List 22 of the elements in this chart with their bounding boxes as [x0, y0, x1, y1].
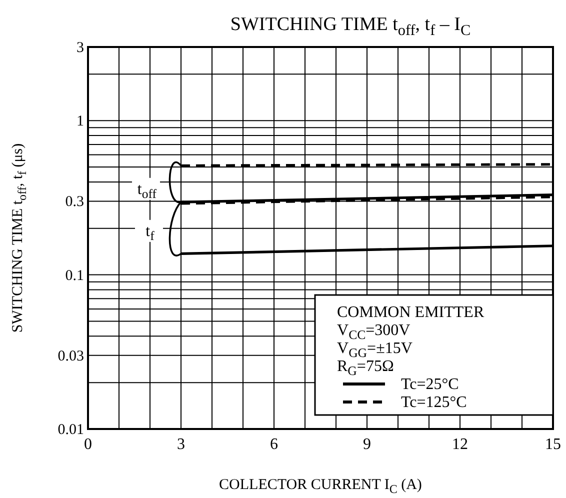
legend-label: Tc=25°C: [401, 376, 459, 393]
y-tick-label: 1: [76, 114, 84, 130]
x-tick-label: 0: [84, 436, 92, 453]
annotation: t$_{off}$: [137, 180, 158, 201]
x-axis-title: COLLECTOR CURRENT I$_{C}$ (A): [219, 477, 422, 496]
y-tick-label: 3: [76, 40, 84, 56]
x-tick-label: 3: [177, 436, 185, 453]
y-tick-label: 0.03: [58, 348, 84, 364]
annotation: V$_{GG}$=±15V: [337, 340, 413, 360]
x-tick-label: 6: [270, 436, 278, 453]
x-tick-label: 9: [363, 436, 371, 453]
annotation: COMMON EMITTER: [337, 304, 484, 321]
annotation: R$_{G}$=75Ω: [337, 358, 394, 378]
annotation: t$_{f}$: [146, 222, 156, 243]
y-tick-label: 0.01: [58, 422, 84, 438]
x-tick-label: 15: [545, 436, 561, 453]
y-tick-label: 0.1: [65, 268, 84, 284]
y-tick-label: 0.3: [65, 194, 84, 210]
chart-title: SWITCHING TIME t$_{off}$, t$_{f}$ – I$_{C}$: [230, 14, 471, 38]
legend-label: Tc=125°C: [401, 394, 467, 411]
annotation: V$_{CC}$=300V: [337, 322, 411, 342]
x-tick-label: 12: [452, 436, 468, 453]
